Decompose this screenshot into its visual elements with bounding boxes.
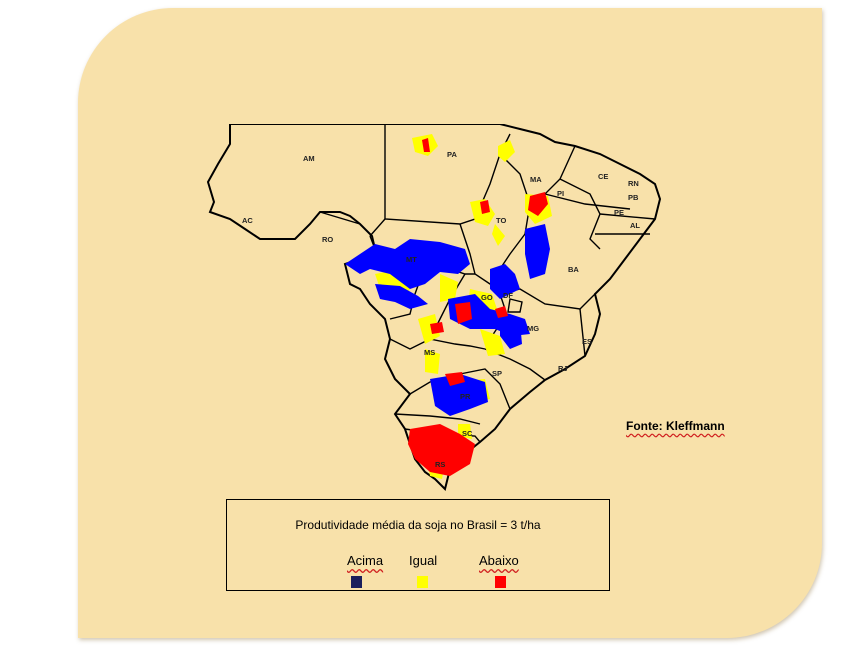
background-panel (78, 8, 822, 638)
state-label: PA (447, 150, 457, 159)
brazil-soy-map: AM PA MA PI CE RN PB PE AL AC RO TO BA M… (200, 124, 670, 504)
state-label: RS (435, 460, 445, 469)
state-label: RJ (558, 364, 568, 373)
state-label: CE (598, 172, 608, 181)
state-label: SP (492, 369, 502, 378)
state-label: MS (424, 348, 435, 357)
state-label: GO (481, 293, 493, 302)
state-labels: AM PA MA PI CE RN PB PE AL AC RO TO BA M… (242, 150, 640, 469)
state-label: BA (568, 265, 579, 274)
state-label: MG (527, 324, 539, 333)
legend-label-equal: Igual (409, 553, 438, 568)
state-label: ES (582, 337, 592, 346)
source-note: Fonte: Kleffmann (626, 419, 725, 433)
legend-title: Produtividade média da soja no Brasil = … (295, 518, 541, 532)
state-label: AC (242, 216, 253, 225)
legend-box: Produtividade média da soja no Brasil = … (226, 499, 610, 591)
legend-label-below: Abaixo (479, 553, 519, 568)
state-label: PI (557, 189, 564, 198)
state-label: MA (530, 175, 542, 184)
state-label: DF (503, 291, 513, 300)
state-label: RO (322, 235, 333, 244)
state-label: PB (628, 193, 639, 202)
state-label: AM (303, 154, 315, 163)
state-label: PR (460, 392, 471, 401)
state-label: SC (462, 429, 473, 438)
state-label: MT (406, 255, 417, 264)
legend-swatch-below (495, 576, 506, 588)
state-label: RN (628, 179, 639, 188)
legend-swatch-equal (417, 576, 428, 588)
map-svg: AM PA MA PI CE RN PB PE AL AC RO TO BA M… (206, 124, 662, 491)
below-regions (408, 138, 548, 476)
state-label: AL (630, 221, 640, 230)
state-label: PE (614, 208, 624, 217)
state-label: TO (496, 216, 506, 225)
legend-label-above: Acima (347, 553, 384, 568)
above-regions (345, 224, 550, 416)
legend-swatch-above (351, 576, 362, 588)
